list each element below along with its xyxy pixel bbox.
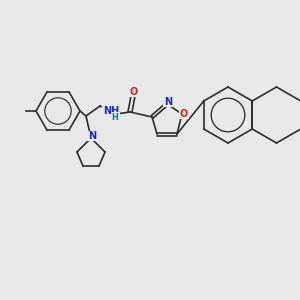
Text: NH: NH bbox=[103, 106, 119, 116]
Text: O: O bbox=[130, 87, 138, 97]
Text: H: H bbox=[112, 112, 118, 122]
Text: N: N bbox=[164, 97, 172, 107]
Text: N: N bbox=[88, 131, 96, 141]
Text: O: O bbox=[180, 109, 188, 119]
